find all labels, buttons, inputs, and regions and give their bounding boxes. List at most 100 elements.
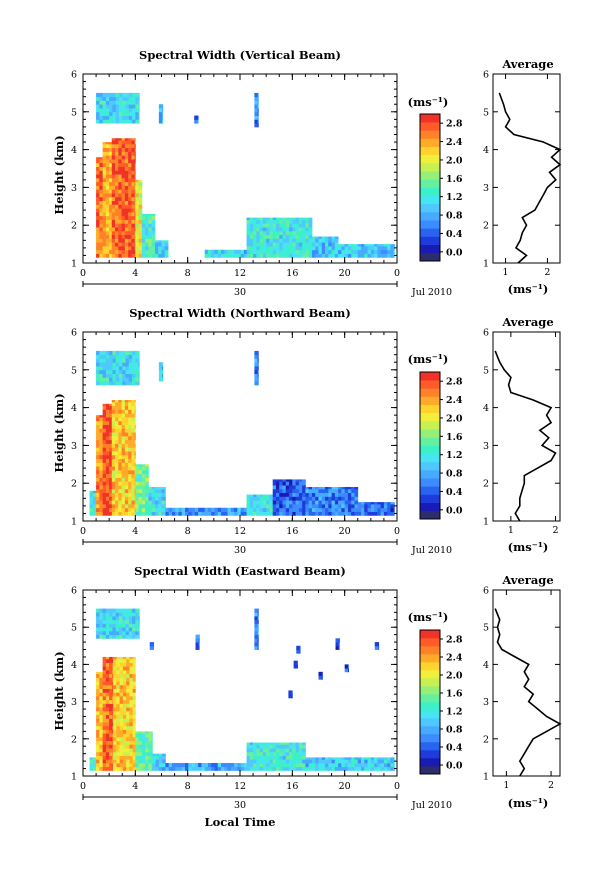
colorbar-bin xyxy=(420,203,440,213)
data-cell xyxy=(275,762,280,768)
data-cell xyxy=(344,503,349,509)
data-cell xyxy=(121,245,126,251)
data-cell xyxy=(158,108,163,113)
data-cell xyxy=(99,692,104,697)
data-cell xyxy=(325,492,329,497)
data-cell xyxy=(105,707,110,712)
average-y-tick-label: 2 xyxy=(483,734,489,745)
data-cell xyxy=(148,740,153,745)
data-cell xyxy=(122,740,127,745)
data-cell xyxy=(99,703,104,708)
data-cell xyxy=(99,204,104,209)
data-cell xyxy=(138,381,140,386)
data-cell xyxy=(279,479,283,482)
data-cell xyxy=(138,200,143,205)
data-cell xyxy=(118,454,122,460)
data-cell xyxy=(138,759,143,764)
data-cell xyxy=(121,159,126,164)
data-cell xyxy=(109,718,113,723)
data-cell xyxy=(138,466,143,471)
data-cell xyxy=(257,377,259,382)
data-cell xyxy=(128,488,132,494)
data-cell xyxy=(131,454,136,460)
data-cell xyxy=(115,485,119,490)
data-cell xyxy=(295,485,300,490)
data-cell xyxy=(321,242,326,247)
data-cell xyxy=(141,496,146,501)
data-cell xyxy=(111,492,116,497)
data-cell xyxy=(383,503,388,509)
data-cell xyxy=(128,245,132,251)
data-cell xyxy=(315,253,319,258)
data-cell xyxy=(289,245,293,251)
data-cell xyxy=(126,669,130,675)
data-cell xyxy=(138,748,143,753)
data-cell xyxy=(99,500,104,505)
average-y-tick-label: 1 xyxy=(483,517,489,528)
data-cell xyxy=(338,507,342,512)
data-cell xyxy=(344,244,349,247)
colorbar-bin xyxy=(420,670,440,679)
data-cell xyxy=(105,473,110,478)
data-cell xyxy=(390,244,395,247)
data-cell xyxy=(262,249,267,254)
data-cell xyxy=(135,488,139,494)
data-cell xyxy=(302,481,306,486)
data-cell xyxy=(112,630,117,636)
data-cell xyxy=(102,204,107,209)
data-cell xyxy=(89,490,94,494)
data-cell xyxy=(135,230,139,236)
data-cell xyxy=(102,417,107,422)
data-cell xyxy=(129,666,134,671)
data-cell xyxy=(131,488,136,494)
data-cell xyxy=(289,742,293,745)
data-cell xyxy=(121,462,126,467)
data-cell xyxy=(131,170,136,175)
data-cell xyxy=(132,96,136,101)
data-cell xyxy=(102,623,107,628)
data-cell xyxy=(148,242,153,247)
data-cell xyxy=(282,507,287,512)
chart-marks: 0 4 8 12 16 20 01234560.00.40.81.21.62.02.42.8… xyxy=(71,70,562,800)
data-cell xyxy=(145,242,149,247)
data-cell xyxy=(122,108,126,113)
data-cell xyxy=(211,766,215,771)
data-cell xyxy=(128,215,132,220)
data-cell xyxy=(302,503,306,509)
data-cell xyxy=(121,208,126,213)
data-cell xyxy=(115,238,119,243)
data-cell xyxy=(109,377,113,382)
data-cell xyxy=(272,223,277,228)
data-cell xyxy=(132,748,136,753)
data-cell xyxy=(318,675,323,680)
data-cell xyxy=(115,458,119,463)
data-cell xyxy=(253,234,257,239)
data-cell xyxy=(131,511,136,516)
data-cell xyxy=(257,627,259,632)
data-cell xyxy=(164,253,169,258)
data-cell xyxy=(148,507,153,512)
data-cell xyxy=(134,447,136,452)
data-cell xyxy=(119,748,124,753)
data-cell xyxy=(162,753,166,756)
data-cell xyxy=(128,162,132,168)
data-cell xyxy=(135,751,139,756)
data-cell xyxy=(148,503,153,509)
data-cell xyxy=(135,181,139,186)
data-cell xyxy=(197,119,199,124)
data-cell xyxy=(331,236,336,239)
data-cell xyxy=(113,673,117,678)
data-cell xyxy=(105,223,110,228)
data-cell xyxy=(318,507,323,512)
data-cell xyxy=(105,759,110,764)
data-cell xyxy=(269,762,274,768)
data-cell xyxy=(128,420,132,426)
data-cell xyxy=(135,245,139,251)
data-cell xyxy=(138,464,143,467)
data-cell xyxy=(89,762,94,768)
colorbar-tick-label: 2.0 xyxy=(446,671,463,682)
data-cell xyxy=(115,500,119,505)
data-cell xyxy=(128,409,132,414)
data-cell xyxy=(154,496,159,501)
data-cell xyxy=(275,479,280,482)
